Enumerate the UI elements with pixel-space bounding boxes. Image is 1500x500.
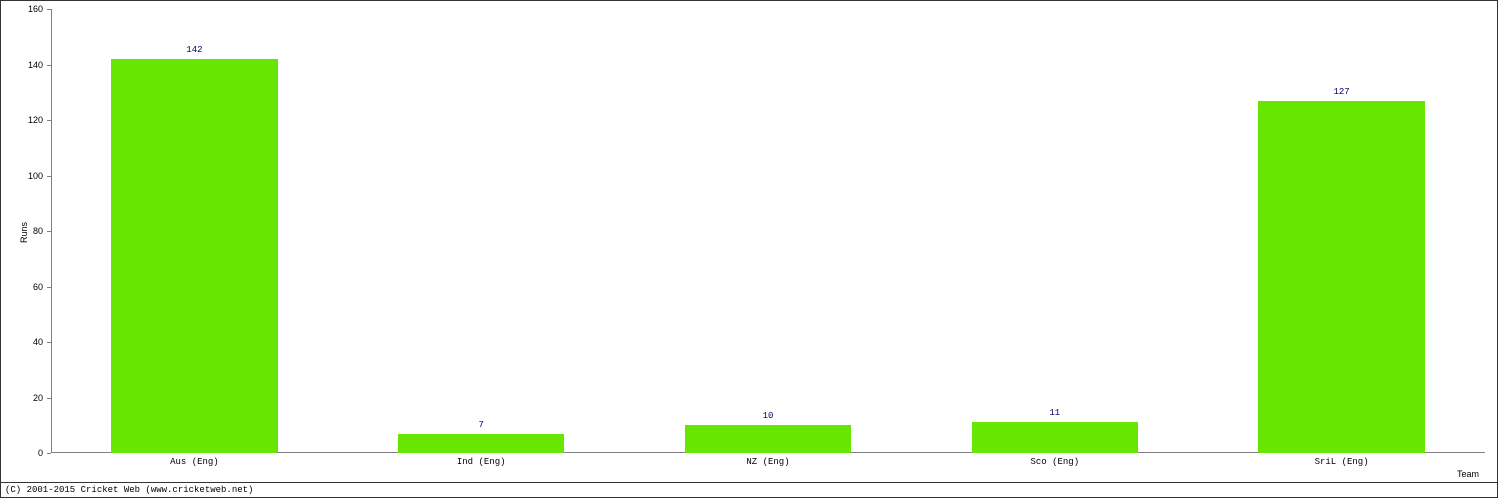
bar-value-label: 11 [1049,408,1060,418]
y-tick-label: 120 [13,115,43,125]
x-tick-label: SriL (Eng) [1315,457,1369,467]
footer: (C) 2001-2015 Cricket Web (www.cricketwe… [1,482,1497,497]
bar [685,425,851,453]
y-axis-title: Runs [19,222,29,243]
y-tick [47,398,51,399]
bar-value-label: 10 [763,411,774,421]
x-axis-title: Team [1457,469,1479,479]
x-tick-label: NZ (Eng) [746,457,789,467]
y-tick-label: 100 [13,171,43,181]
chart-frame: 020406080100120140160142Aus (Eng)7Ind (E… [0,0,1498,498]
y-tick [47,453,51,454]
y-tick-label: 60 [13,282,43,292]
y-tick-label: 140 [13,60,43,70]
plot-area: 020406080100120140160142Aus (Eng)7Ind (E… [51,9,1485,453]
x-tick-label: Ind (Eng) [457,457,506,467]
x-tick-label: Aus (Eng) [170,457,219,467]
bar [972,422,1138,453]
y-tick [47,231,51,232]
y-tick-label: 0 [13,448,43,458]
x-tick-label: Sco (Eng) [1030,457,1079,467]
bar-value-label: 142 [186,45,202,55]
y-tick [47,120,51,121]
y-tick [47,342,51,343]
y-tick-label: 40 [13,337,43,347]
bar [111,59,277,453]
y-tick [47,65,51,66]
y-axis-line [51,9,52,453]
bar [1258,101,1424,453]
y-tick [47,287,51,288]
y-tick [47,176,51,177]
y-tick-label: 20 [13,393,43,403]
footer-text: (C) 2001-2015 Cricket Web (www.cricketwe… [5,485,253,495]
bar [398,434,564,453]
y-tick [47,9,51,10]
bar-value-label: 7 [478,420,483,430]
y-tick-label: 160 [13,4,43,14]
bar-value-label: 127 [1333,87,1349,97]
